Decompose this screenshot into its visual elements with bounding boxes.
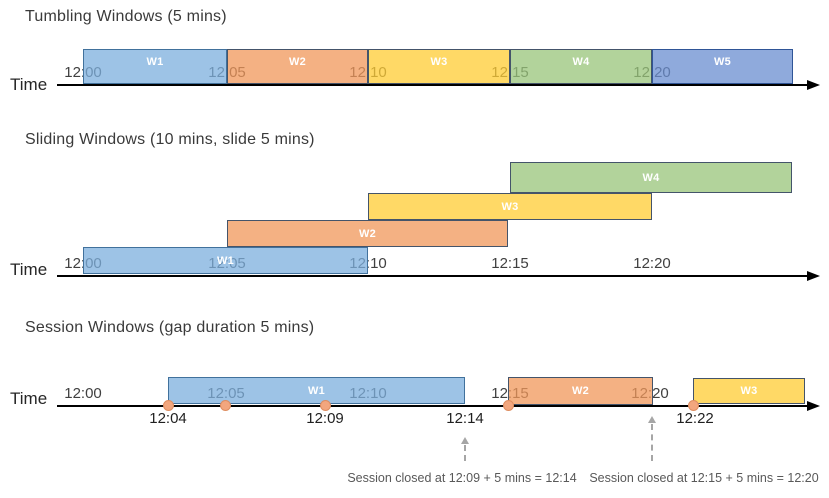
event-dot-4 xyxy=(687,400,699,411)
window-box-tumbling-w4: W4 xyxy=(510,49,652,84)
section-title-sliding: Sliding Windows (10 mins, slide 5 mins) xyxy=(25,131,315,148)
closure-arrow-line-0 xyxy=(464,445,466,461)
window-box-sliding-w4: W4 xyxy=(510,162,792,193)
window-label: W1 xyxy=(307,384,326,397)
event-time-label-1214: 12:14 xyxy=(446,410,484,427)
section-title-session: Session Windows (gap duration 5 mins) xyxy=(25,319,315,336)
window-box-sliding-w1: W1 xyxy=(83,247,368,274)
window-label: W4 xyxy=(642,171,660,184)
window-box-tumbling-w1: W1 xyxy=(83,49,227,84)
closure-annotation-1: Session closed at 12:15 + 5 mins = 12:20 xyxy=(589,471,819,485)
window-label: W3 xyxy=(430,56,448,68)
window-box-sliding-w2: W2 xyxy=(227,220,508,247)
window-label: W3 xyxy=(501,200,519,213)
timeline-arrowhead-icon xyxy=(807,271,820,281)
event-dot-2 xyxy=(319,400,331,411)
closure-arrow-line-1 xyxy=(651,424,653,461)
timeline xyxy=(57,405,808,407)
event-time-label-1222: 12:22 xyxy=(676,410,714,427)
window-box-session-w3: W3 xyxy=(693,378,805,404)
event-dot-0 xyxy=(162,400,174,411)
window-box-tumbling-w5: W5 xyxy=(652,49,793,84)
closure-arrowhead-icon-1 xyxy=(648,416,656,423)
event-time-label-1209: 12:09 xyxy=(306,410,344,427)
window-label: W1 xyxy=(216,254,235,267)
time-axis-caption: Time xyxy=(10,389,48,408)
window-label: W2 xyxy=(358,227,377,240)
event-dot-1 xyxy=(219,400,231,411)
window-label: W2 xyxy=(571,385,590,397)
timeline-arrowhead-icon xyxy=(807,80,820,90)
timeline xyxy=(57,84,808,86)
window-box-session-w2: W2 xyxy=(508,377,653,405)
closure-arrowhead-icon-0 xyxy=(461,437,469,444)
window-label: W4 xyxy=(572,56,590,68)
window-box-tumbling-w2: W2 xyxy=(227,49,368,84)
timeline xyxy=(57,275,808,277)
window-box-sliding-w3: W3 xyxy=(368,193,652,220)
window-label: W2 xyxy=(288,56,307,68)
window-label: W1 xyxy=(146,56,164,68)
section-title-tumbling: Tumbling Windows (5 mins) xyxy=(25,8,227,25)
event-dot-3 xyxy=(502,400,514,411)
event-time-label-1204: 12:04 xyxy=(149,410,187,427)
window-box-tumbling-w3: W3 xyxy=(368,49,510,84)
window-label: W5 xyxy=(713,56,732,68)
closure-annotation-0: Session closed at 12:09 + 5 mins = 12:14 xyxy=(347,471,577,485)
time-axis-caption: Time xyxy=(10,260,48,279)
window-label: W3 xyxy=(740,385,758,397)
tick-label-sliding-1215: 12:15 xyxy=(491,255,529,272)
time-axis-caption: Time xyxy=(10,75,48,94)
tick-label-session-1200: 12:00 xyxy=(64,385,102,402)
timeline-arrowhead-icon xyxy=(807,401,820,411)
window-box-session-w1: W1 xyxy=(168,377,465,404)
tick-label-sliding-1220: 12:20 xyxy=(633,255,671,272)
